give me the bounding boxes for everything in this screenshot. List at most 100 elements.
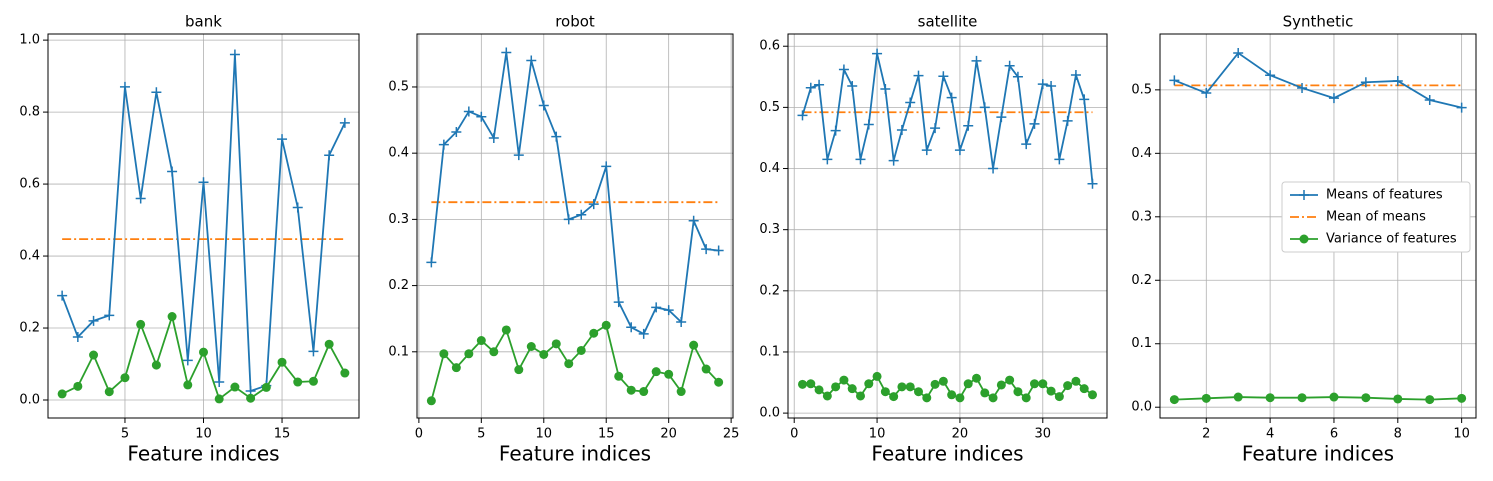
point-marker (1079, 384, 1089, 394)
point-marker (688, 215, 699, 226)
point-marker (1233, 48, 1244, 59)
x-tick-label: 10 (536, 427, 553, 442)
point-marker (57, 389, 67, 399)
point-marker (340, 368, 350, 378)
point-marker (451, 126, 462, 137)
point-marker (814, 79, 825, 90)
point-marker (119, 81, 130, 92)
y-tick-label: 0.1 (388, 344, 409, 359)
point-marker (855, 154, 866, 165)
series-line (1174, 51, 1462, 109)
axes-frame (47, 33, 360, 419)
point-marker (277, 357, 287, 367)
x-tick-label: 10 (195, 427, 212, 442)
point-marker (938, 71, 949, 82)
point-marker (814, 385, 824, 395)
x-tick-label: 5 (477, 427, 485, 442)
point-marker (651, 367, 661, 377)
point-marker (182, 355, 193, 366)
point-marker (1233, 392, 1243, 402)
point-marker (988, 393, 998, 403)
point-marker (897, 382, 907, 392)
point-marker (88, 315, 99, 326)
y-tick-label: 0.2 (19, 321, 40, 336)
point-marker (601, 320, 611, 330)
x-tick-label: 20 (952, 427, 969, 442)
point-marker (1029, 118, 1040, 129)
point-marker (1392, 75, 1403, 86)
point-marker (938, 376, 948, 386)
x-tick-label: 5 (121, 427, 129, 442)
x-tick-label: 8 (1394, 427, 1402, 442)
point-marker (601, 161, 612, 172)
point-marker (676, 317, 687, 327)
x-tick-label: 15 (598, 427, 615, 442)
point-marker (1070, 69, 1081, 80)
point-marker (639, 387, 649, 397)
point-marker (1087, 178, 1098, 189)
legend-label: Means of features (1326, 188, 1443, 203)
point-marker (1393, 394, 1403, 404)
point-marker (476, 336, 486, 346)
point-marker (863, 119, 874, 130)
point-marker (979, 102, 990, 113)
point-marker (308, 376, 318, 386)
point-marker (1361, 393, 1371, 403)
point-marker (651, 302, 662, 313)
point-marker (246, 393, 256, 403)
series-line (801, 53, 1094, 184)
point-marker (135, 193, 146, 204)
point-marker (1062, 115, 1073, 126)
y-tick-label: 0.5 (388, 79, 409, 94)
y-tick-label: 0.0 (19, 393, 40, 408)
point-marker (880, 84, 891, 95)
point-marker (104, 310, 115, 321)
point-marker (798, 379, 807, 389)
subplot-title: Synthetic (1283, 13, 1354, 31)
point-marker (905, 382, 915, 392)
point-marker (1005, 375, 1015, 385)
point-marker (914, 387, 923, 397)
y-tick-label: 1.0 (19, 33, 40, 48)
point-marker (1201, 88, 1212, 99)
x-tick-label: 15 (274, 427, 291, 442)
point-marker (714, 377, 724, 387)
point-marker (980, 388, 990, 398)
point-marker (847, 384, 857, 394)
point-marker (339, 117, 350, 128)
point-marker (963, 379, 973, 389)
point-marker (501, 47, 512, 58)
point-marker (930, 379, 940, 389)
point-marker (872, 371, 882, 381)
x-tick-label: 0 (415, 427, 423, 442)
point-marker (72, 332, 83, 343)
point-marker (588, 199, 599, 210)
point-marker (576, 345, 586, 355)
y-tick-label: 0.6 (759, 39, 780, 54)
point-marker (663, 305, 674, 316)
point-marker (805, 82, 816, 93)
point-marker (563, 214, 574, 225)
point-marker (638, 328, 649, 339)
y-tick-label: 0.5 (759, 100, 780, 115)
point-marker (120, 373, 130, 383)
y-tick-label: 0.4 (388, 146, 409, 161)
point-marker (151, 87, 162, 98)
point-marker (539, 349, 549, 359)
point-marker (1328, 93, 1339, 104)
point-marker (838, 64, 849, 75)
point-marker (198, 177, 209, 188)
point-marker (806, 379, 816, 389)
y-tick-label: 0.1 (759, 344, 780, 359)
point-marker (664, 369, 674, 379)
point-marker (229, 49, 240, 60)
point-marker (676, 387, 686, 397)
point-marker (439, 349, 449, 359)
x-tick-label: 2 (1202, 427, 1210, 442)
point-marker (308, 346, 319, 357)
point-marker (1054, 392, 1064, 402)
legend-box (1281, 181, 1471, 253)
point-marker (564, 359, 574, 369)
point-marker (888, 155, 899, 166)
point-marker (701, 244, 712, 255)
